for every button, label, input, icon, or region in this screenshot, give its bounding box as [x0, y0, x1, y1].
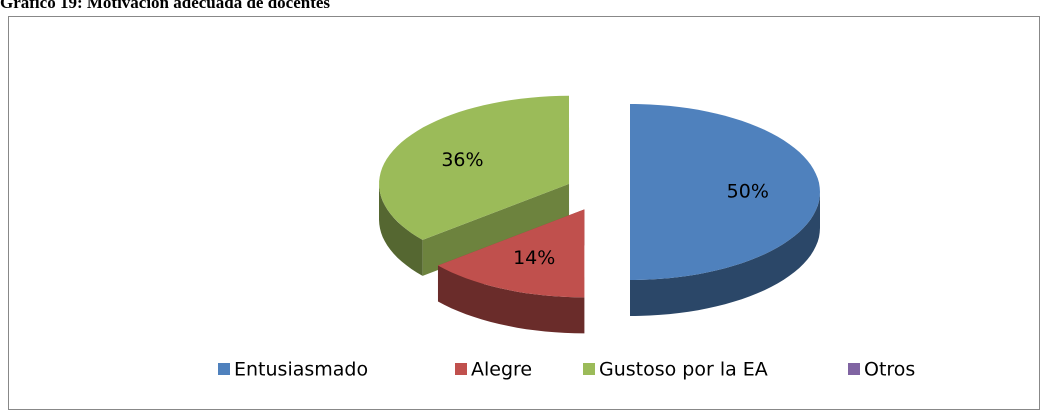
pie-slice [437, 209, 585, 334]
legend-label: Gustoso por la EA [599, 359, 768, 381]
data-label: 14% [513, 247, 555, 269]
slice-top [438, 209, 585, 298]
legend-label: Alegre [471, 359, 532, 381]
legend-label: Entusiasmado [234, 359, 368, 381]
slice-wall [438, 265, 585, 334]
data-label: 50% [727, 181, 769, 203]
legend-swatch [218, 363, 230, 375]
slice-wall [379, 183, 423, 276]
legend-label: Otros [864, 359, 915, 381]
slice-side [422, 183, 570, 276]
slice-wall [630, 192, 820, 316]
slice-top [630, 104, 820, 280]
legend-swatch [848, 363, 860, 375]
pie-slice [379, 95, 570, 276]
slice-top [379, 95, 570, 240]
pie-slice [630, 104, 820, 316]
data-label: 36% [441, 149, 483, 171]
chart-border [8, 16, 1040, 410]
chart-title: Gráfico 19: Motivación adecuada de docen… [0, 0, 330, 12]
legend-swatch [455, 363, 467, 375]
legend-swatch [583, 363, 595, 375]
